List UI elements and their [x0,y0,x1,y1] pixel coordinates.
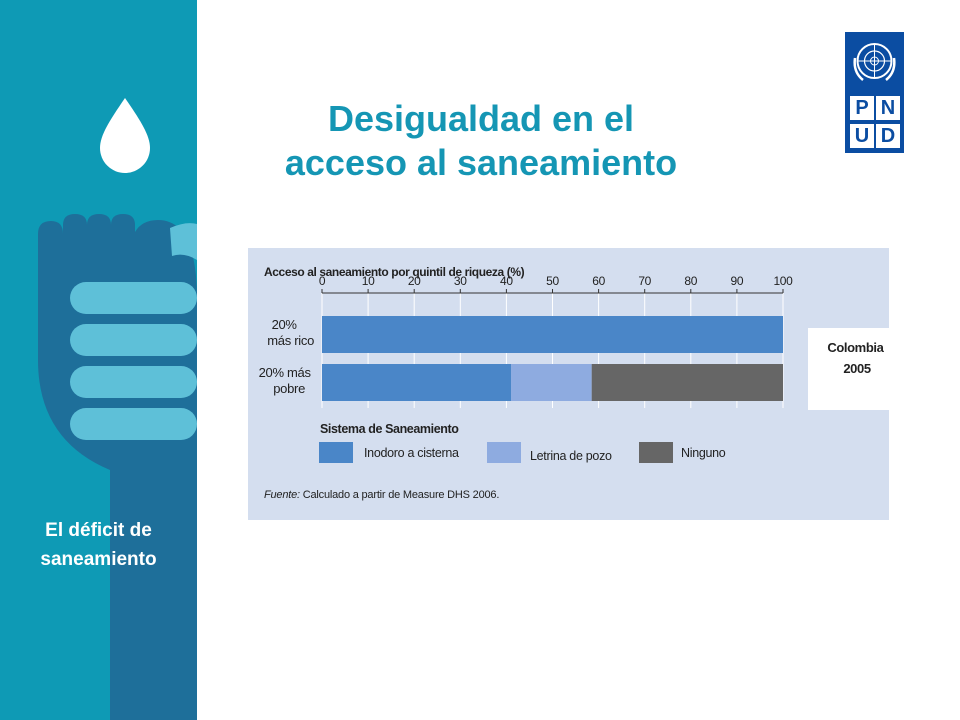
section-label-line-2: saneamiento [40,549,157,570]
country-annotation: Colombia 2005 [827,340,886,376]
x-tick-label: 10 [362,274,375,288]
bar-segment [322,316,783,353]
page-title-line-1: Desigualdad en el [327,98,635,139]
legend-swatch [319,442,353,463]
logo-letter-u: U [850,124,874,148]
bar-segment [322,364,512,401]
x-tick-label: 70 [638,274,651,288]
hand-water-drop-illustration [38,98,197,720]
undp-logo: P N U D [845,32,904,153]
un-emblem-icon [853,43,896,81]
legend-title: Sistema de Saneamiento [320,422,459,436]
x-tick-label: 80 [684,274,697,288]
logo-letter-n: N [876,96,900,120]
bar-segment [511,364,592,401]
category-label-poor-line-1: 20% más [259,365,312,380]
page-title: Desigualdad en el acceso al saneamiento [236,97,726,185]
legend-swatch [487,442,521,463]
x-tick-label: 50 [546,274,559,288]
section-label: El déficit de saneamiento [0,516,197,574]
logo-letter-d: D [876,124,900,148]
legend-label: Inodoro a cisterna [364,446,459,460]
chart-figure: 0 10 20 30 40 50 60 70 80 90 100 Acceso al saneami… [248,248,889,520]
page-title-line-2: acceso al saneamiento [284,142,678,183]
category-label-poor: 20% más pobre [259,365,314,396]
source-note-label: Fuente: [264,489,300,501]
category-label-rich: 20% más rico [267,317,314,348]
water-drop-icon [100,98,150,173]
source-note: Fuente: Calculado a partir de Measure DH… [264,489,499,501]
finger-bar-2 [70,324,197,356]
finger-bar-4 [70,408,197,440]
x-tick-label: 20 [408,274,421,288]
section-label-line-1: El déficit de [45,520,152,541]
x-tick-label: 40 [500,274,513,288]
category-label-rich-line-1: 20% [272,317,298,332]
source-note-text: Calculado a partir de Measure DHS 2006. [303,489,500,501]
logo-letter-p: P [850,96,874,120]
x-tick-label: 0 [319,274,326,288]
country-annotation-line-2: 2005 [843,361,870,376]
category-label-rich-line-2: más rico [267,333,314,348]
legend-swatch [639,442,673,463]
chart-title: Acceso al saneamiento por quintil de riq… [264,265,525,279]
finger-bar-3 [70,366,197,398]
category-label-poor-line-2: pobre [273,381,305,396]
x-tick-label: 100 [773,274,793,288]
stacked-bar-chart: 0 10 20 30 40 50 60 70 80 90 100 Acceso al saneami… [248,248,889,501]
bar-segment [591,364,783,401]
x-tick-label: 30 [454,274,467,288]
legend-label: Ninguno [681,446,726,460]
sidebar: El déficit de saneamiento [0,0,197,720]
x-tick-label: 60 [592,274,605,288]
country-annotation-line-1: Colombia [827,340,884,355]
legend-label: Letrina de pozo [530,449,612,463]
x-tick-label: 90 [731,274,744,288]
finger-bar-1 [70,282,197,314]
